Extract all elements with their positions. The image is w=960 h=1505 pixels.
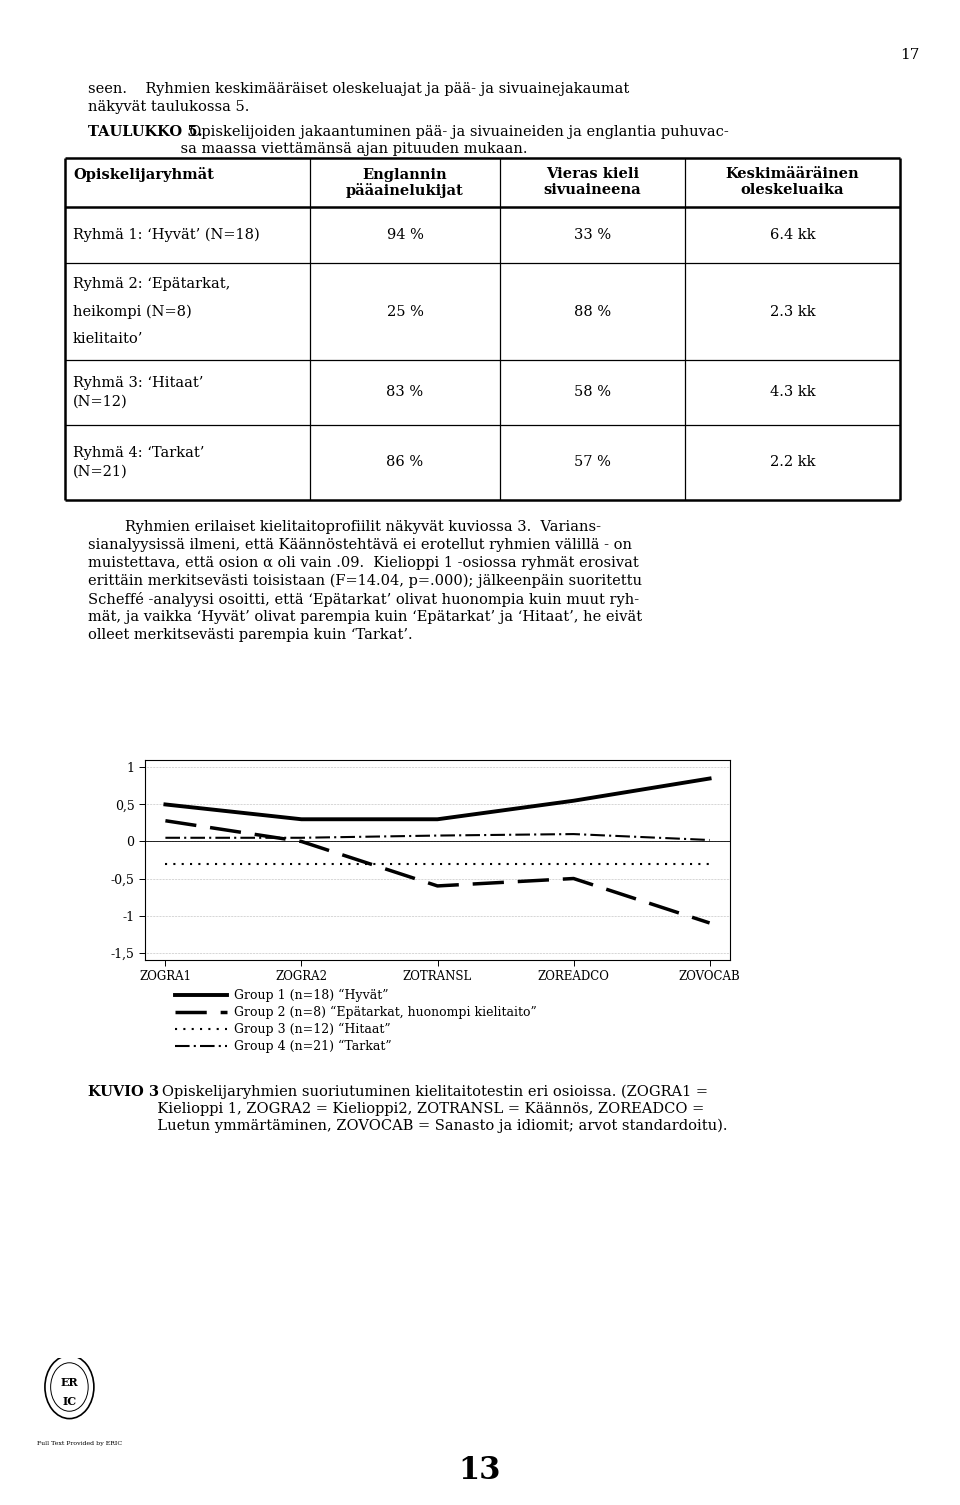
- Text: sianalyysissä ilmeni, että Käännöstehtävä ei erotellut ryhmien välillä - on: sianalyysissä ilmeni, että Käännöstehtäv…: [88, 537, 632, 552]
- Text: 6.4 kk: 6.4 kk: [770, 227, 815, 242]
- Text: Scheffé -analyysi osoitti, että ‘Epätarkat’ olivat huonompia kuin muut ryh-: Scheffé -analyysi osoitti, että ‘Epätark…: [88, 591, 639, 607]
- Text: heikompi (N=8): heikompi (N=8): [73, 304, 192, 319]
- Text: (N=21): (N=21): [73, 465, 128, 479]
- Text: kielitaito’: kielitaito’: [73, 331, 143, 346]
- Text: (N=12): (N=12): [73, 394, 128, 408]
- Text: 25 %: 25 %: [387, 304, 423, 319]
- Text: Ryhmä 4: ‘Tarkat’: Ryhmä 4: ‘Tarkat’: [73, 447, 204, 461]
- Text: 88 %: 88 %: [574, 304, 612, 319]
- Text: Group 3 (n=12) “Hitaat”: Group 3 (n=12) “Hitaat”: [234, 1022, 391, 1035]
- Text: Group 1 (n=18) “Hyvät”: Group 1 (n=18) “Hyvät”: [234, 989, 389, 1002]
- Text: muistettava, että osion α oli vain .09.  Kielioppi 1 -osiossa ryhmät erosivat: muistettava, että osion α oli vain .09. …: [88, 555, 638, 570]
- Text: mät, ja vaikka ‘Hyvät’ olivat parempia kuin ‘Epätarkat’ ja ‘Hitaat’, he eivät: mät, ja vaikka ‘Hyvät’ olivat parempia k…: [88, 610, 642, 625]
- Text: TAULUKKO 5.: TAULUKKO 5.: [88, 125, 203, 138]
- Text: Opiskelijaryhmien suoriutuminen kielitaitotestin eri osioissa. (ZOGRA1 =: Opiskelijaryhmien suoriutuminen kielitai…: [148, 1085, 708, 1099]
- Text: sa maassa viettämänsä ajan pituuden mukaan.: sa maassa viettämänsä ajan pituuden muka…: [88, 141, 527, 157]
- Text: ER: ER: [60, 1377, 78, 1388]
- Text: Opiskelijoiden jakaantuminen pää- ja sivuaineiden ja englantia puhuvас-: Opiskelijoiden jakaantuminen pää- ja siv…: [180, 125, 729, 138]
- Text: 94 %: 94 %: [387, 227, 423, 242]
- Text: Keskimääräinen: Keskimääräinen: [726, 167, 859, 182]
- Text: Luetun ymmärtäminen, ZOVOCAB = Sanasto ja idiomit; arvot standardoitu).: Luetun ymmärtäminen, ZOVOCAB = Sanasto j…: [88, 1120, 728, 1133]
- Text: Vieras kieli: Vieras kieli: [546, 167, 639, 182]
- Text: 83 %: 83 %: [387, 385, 423, 399]
- Text: Ryhmä 1: ‘Hyvät’ (N=18): Ryhmä 1: ‘Hyvät’ (N=18): [73, 227, 260, 242]
- Text: olleet merkitsevästi parempia kuin ‘Tarkat’.: olleet merkitsevästi parempia kuin ‘Tark…: [88, 628, 413, 643]
- Text: IC: IC: [62, 1397, 77, 1407]
- Text: pääainelukijat: pääainelukijat: [347, 184, 464, 199]
- Text: Ryhmien erilaiset kielitaitoprofiilit näkyvät kuviossa 3.  Varians-: Ryhmien erilaiset kielitaitoprofiilit nä…: [88, 521, 601, 534]
- Text: 86 %: 86 %: [387, 456, 423, 470]
- Text: 58 %: 58 %: [574, 385, 611, 399]
- Text: KUVIO 3: KUVIO 3: [88, 1085, 159, 1099]
- Text: seen.    Ryhmien keskimääräiset oleskeluajat ja pää- ja sivuainejakaumat: seen. Ryhmien keskimääräiset oleskeluaja…: [88, 81, 629, 96]
- Text: erittäin merkitsevästi toisistaan (F=14.04, p=.000); jälkeenpäin suoritettu: erittäin merkitsevästi toisistaan (F=14.…: [88, 573, 642, 588]
- Text: Group 2 (n=8) “Epätarkat, huonompi kielitaito”: Group 2 (n=8) “Epätarkat, huonompi kieli…: [234, 1005, 537, 1019]
- Text: Ryhmä 2: ‘Epätarkat,: Ryhmä 2: ‘Epätarkat,: [73, 277, 230, 292]
- Text: Group 4 (n=21) “Tarkat”: Group 4 (n=21) “Tarkat”: [234, 1040, 392, 1052]
- Text: oleskeluaika: oleskeluaika: [741, 184, 844, 197]
- Text: 13: 13: [459, 1455, 501, 1485]
- Text: Kielioppi 1, ZOGRA2 = Kielioppi2, ZOTRANSL = Käännös, ZOREADCO =: Kielioppi 1, ZOGRA2 = Kielioppi2, ZOTRAN…: [88, 1102, 705, 1117]
- Text: 2.3 kk: 2.3 kk: [770, 304, 815, 319]
- Text: Opiskelijaryhmät: Opiskelijaryhmät: [73, 167, 214, 182]
- Text: 4.3 kk: 4.3 kk: [770, 385, 815, 399]
- Text: 33 %: 33 %: [574, 227, 612, 242]
- Text: 2.2 kk: 2.2 kk: [770, 456, 815, 470]
- Text: näkyvät taulukossa 5.: näkyvät taulukossa 5.: [88, 99, 250, 114]
- Text: 57 %: 57 %: [574, 456, 611, 470]
- Text: Full Text Provided by ERIC: Full Text Provided by ERIC: [36, 1442, 122, 1446]
- Text: 17: 17: [900, 48, 920, 62]
- Text: Ryhmä 3: ‘Hitaat’: Ryhmä 3: ‘Hitaat’: [73, 376, 204, 390]
- Text: sivuaineena: sivuaineena: [543, 184, 641, 197]
- Text: Englannin: Englannin: [363, 167, 447, 182]
